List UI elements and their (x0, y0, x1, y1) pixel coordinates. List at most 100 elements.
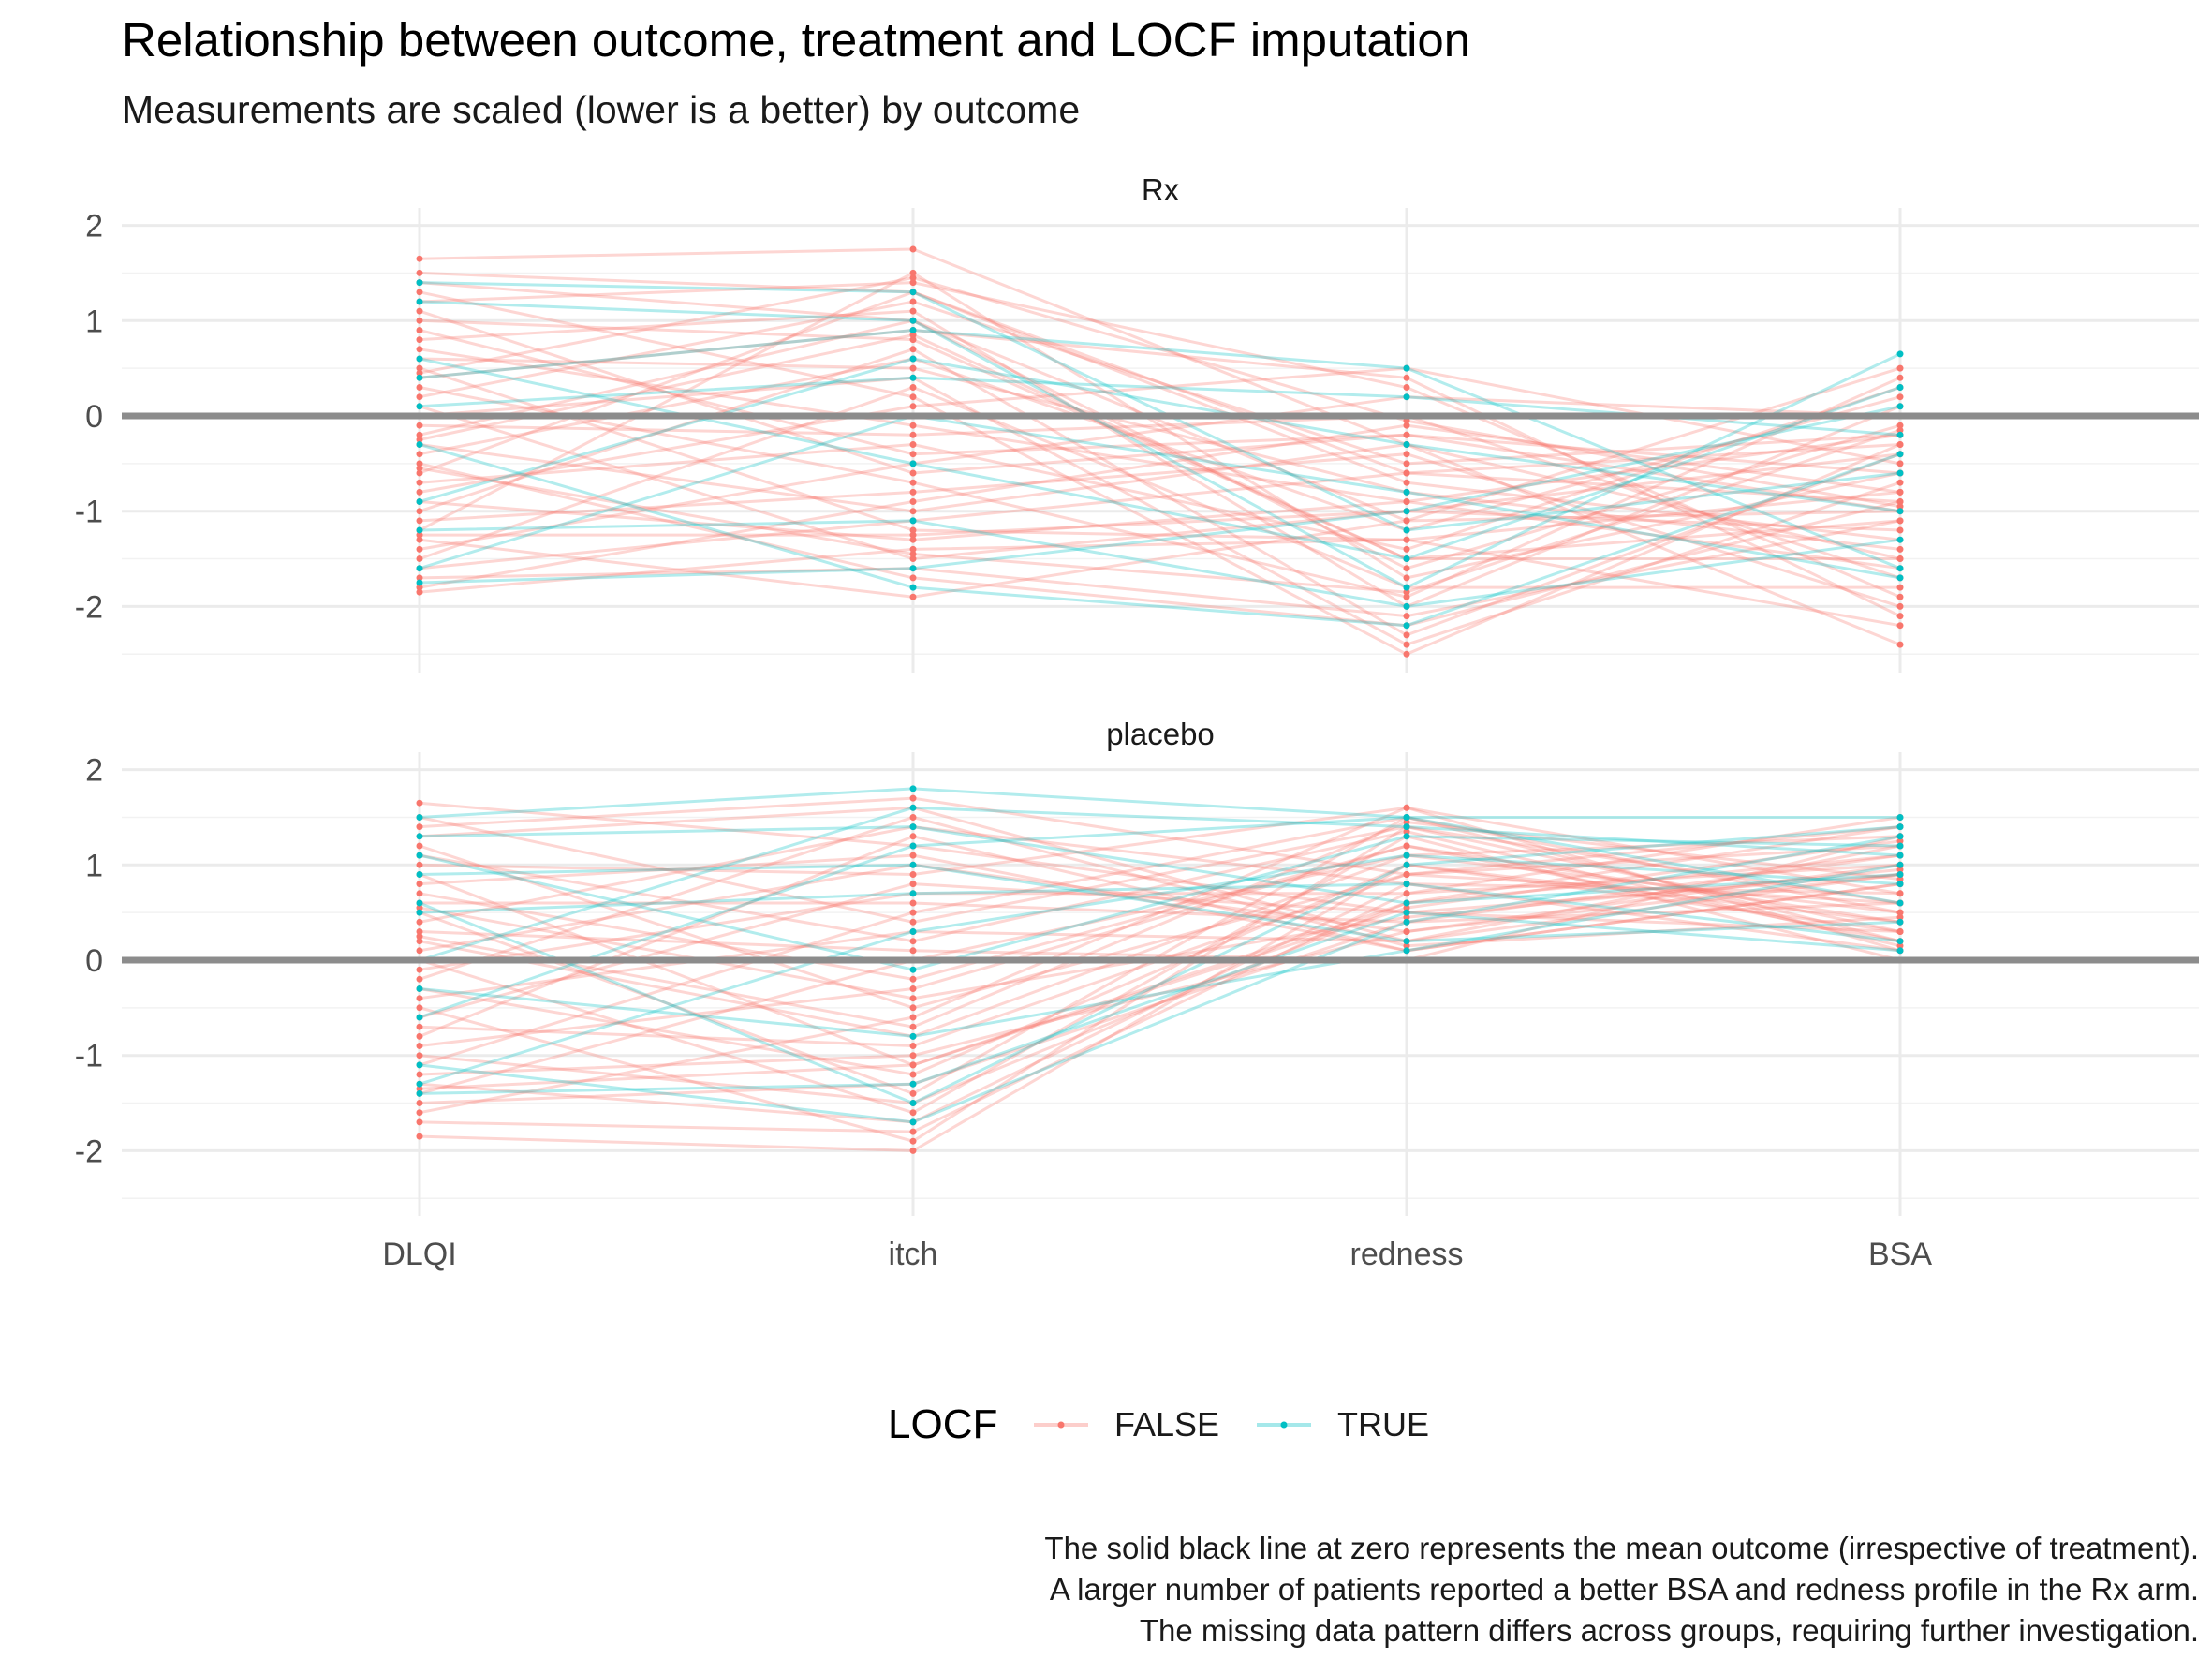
series-line-locf-false (419, 835, 1901, 1115)
legend-entry-false[interactable]: FALSE (1034, 1405, 1219, 1444)
data-point-locf-false (416, 933, 423, 941)
data-point-locf-false (1896, 526, 1904, 534)
series-line-locf-false (419, 820, 1901, 1029)
series-line-locf-false (419, 815, 1901, 1096)
data-point-locf-false (416, 1023, 423, 1030)
series-line-locf-false (419, 825, 1901, 1067)
series-line-locf-false (419, 462, 1901, 628)
series-line-locf-true (419, 835, 1901, 1124)
data-point-locf-false (1403, 536, 1410, 543)
series-line-locf-false (419, 901, 1901, 1104)
data-point-locf-false (909, 403, 917, 410)
data-point-locf-false (416, 799, 423, 807)
series-line-locf-false (419, 510, 1901, 599)
series-line-locf-false (419, 835, 1901, 1038)
data-point-locf-false (416, 384, 423, 391)
data-point-locf-true (909, 460, 917, 467)
data-point-locf-true (909, 565, 917, 572)
data-point-locf-true (1403, 584, 1410, 591)
data-point-locf-true (1896, 431, 1904, 438)
data-point-locf-false (909, 441, 917, 448)
series-line-locf-false (419, 423, 1901, 589)
y-tick-label: 1 (85, 304, 103, 339)
data-point-locf-false (909, 269, 917, 276)
data-point-locf-false (1403, 374, 1410, 381)
data-point-locf-false (909, 469, 917, 477)
data-point-locf-false (909, 1109, 917, 1117)
data-point-locf-true (416, 814, 423, 821)
data-point-locf-true (909, 584, 917, 591)
data-point-locf-true (416, 899, 423, 907)
series-line-locf-true (419, 853, 1901, 1086)
data-point-locf-false (1403, 904, 1410, 911)
series-line-locf-false (419, 376, 1901, 646)
data-point-locf-false (909, 508, 917, 515)
data-point-locf-true (1896, 574, 1904, 582)
data-point-locf-false (909, 307, 917, 315)
data-point-locf-false (416, 966, 423, 973)
data-point-locf-false (416, 890, 423, 897)
data-point-locf-true (1403, 393, 1410, 401)
y-tick-label: -1 (75, 1039, 103, 1074)
series-line-locf-false (419, 863, 1901, 1133)
data-point-locf-true (416, 441, 423, 448)
legend-entry-true[interactable]: TRUE (1257, 1405, 1429, 1444)
data-point-locf-true (416, 279, 423, 287)
series-line-locf-true (419, 863, 1901, 1038)
data-point-locf-true (1896, 852, 1904, 859)
data-point-locf-true (416, 298, 423, 305)
data-point-locf-true (1403, 488, 1410, 496)
data-point-locf-false (1403, 804, 1410, 811)
data-point-locf-false (416, 451, 423, 458)
data-point-locf-false (1896, 517, 1904, 525)
series-line-locf-false (419, 271, 1901, 580)
data-point-locf-false (909, 336, 917, 344)
data-point-locf-false (909, 498, 917, 505)
series-line-locf-false (419, 825, 1901, 1143)
data-point-locf-false (1403, 842, 1410, 850)
x-axis: DLQI itch redness BSA (382, 1237, 1932, 1272)
series-line-locf-true (419, 815, 1901, 1019)
series-line-locf-false (419, 348, 1901, 637)
data-point-locf-false (909, 364, 917, 372)
data-point-locf-false (416, 508, 423, 515)
data-point-locf-true (416, 565, 423, 572)
data-point-locf-true (1403, 938, 1410, 945)
data-point-locf-false (416, 861, 423, 868)
data-point-locf-false (909, 555, 917, 562)
data-point-locf-true (1403, 508, 1410, 515)
series-line-locf-false (419, 443, 1901, 570)
data-point-locf-true (1896, 403, 1904, 410)
data-point-locf-true (1896, 918, 1904, 926)
series-line-locf-false (419, 395, 1901, 551)
x-tick-label: BSA (1868, 1237, 1932, 1272)
data-point-locf-false (1403, 498, 1410, 505)
chart-subtitle: Measurements are scaled (lower is a bett… (122, 88, 1080, 131)
data-point-locf-false (1403, 588, 1410, 596)
data-point-locf-false (909, 833, 917, 840)
data-point-locf-true (1403, 861, 1410, 868)
data-point-locf-false (1403, 593, 1410, 600)
data-point-locf-false (909, 794, 917, 802)
legend-title: LOCF (888, 1401, 997, 1447)
data-point-locf-false (1896, 393, 1904, 401)
data-point-locf-true (909, 1032, 917, 1040)
data-point-locf-false (1896, 488, 1904, 496)
data-point-locf-false (416, 327, 423, 333)
data-point-locf-true (1896, 861, 1904, 868)
series-line-locf-true (419, 328, 1901, 570)
data-point-locf-false (1403, 545, 1410, 553)
caption-line-3: The missing data pattern differs across … (1140, 1613, 2199, 1648)
data-point-locf-false (1896, 613, 1904, 620)
data-point-locf-false (416, 536, 423, 543)
data-point-locf-false (416, 1085, 423, 1092)
series-line-locf-false (419, 357, 1901, 532)
x-tick-label: itch (889, 1237, 938, 1272)
series-line-locf-true (419, 882, 1901, 943)
data-point-locf-true (1896, 469, 1904, 477)
series-line-locf-false (419, 873, 1901, 1000)
series-line-locf-false (420, 853, 1901, 924)
data-point-locf-false (416, 1133, 423, 1140)
series-line-locf-true (419, 825, 1901, 1105)
series-line-locf-false (419, 796, 1901, 877)
